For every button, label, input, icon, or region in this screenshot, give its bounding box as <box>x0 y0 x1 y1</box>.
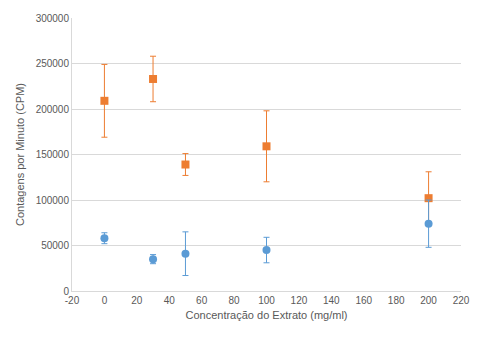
svg-text:Contagens por Minuto (CPM): Contagens por Minuto (CPM) <box>14 83 26 226</box>
svg-text:100000: 100000 <box>36 195 70 206</box>
svg-text:60: 60 <box>196 295 208 306</box>
svg-text:160: 160 <box>355 295 372 306</box>
svg-text:0: 0 <box>63 286 69 297</box>
svg-text:20: 20 <box>131 295 143 306</box>
svg-text:40: 40 <box>164 295 176 306</box>
svg-text:200000: 200000 <box>36 104 70 115</box>
svg-text:140: 140 <box>323 295 340 306</box>
svg-text:200: 200 <box>420 295 437 306</box>
svg-text:100: 100 <box>258 295 275 306</box>
svg-text:250000: 250000 <box>36 58 70 69</box>
svg-text:150000: 150000 <box>36 149 70 160</box>
svg-text:300000: 300000 <box>36 13 70 24</box>
svg-text:-20: -20 <box>65 295 80 306</box>
svg-text:0: 0 <box>102 295 108 306</box>
svg-text:50000: 50000 <box>41 240 69 251</box>
svg-text:80: 80 <box>229 295 241 306</box>
svg-text:220: 220 <box>453 295 470 306</box>
svg-text:180: 180 <box>388 295 405 306</box>
svg-text:Concentração do Extrato (mg/ml: Concentração do Extrato (mg/ml) <box>185 309 347 321</box>
svg-text:120: 120 <box>291 295 308 306</box>
